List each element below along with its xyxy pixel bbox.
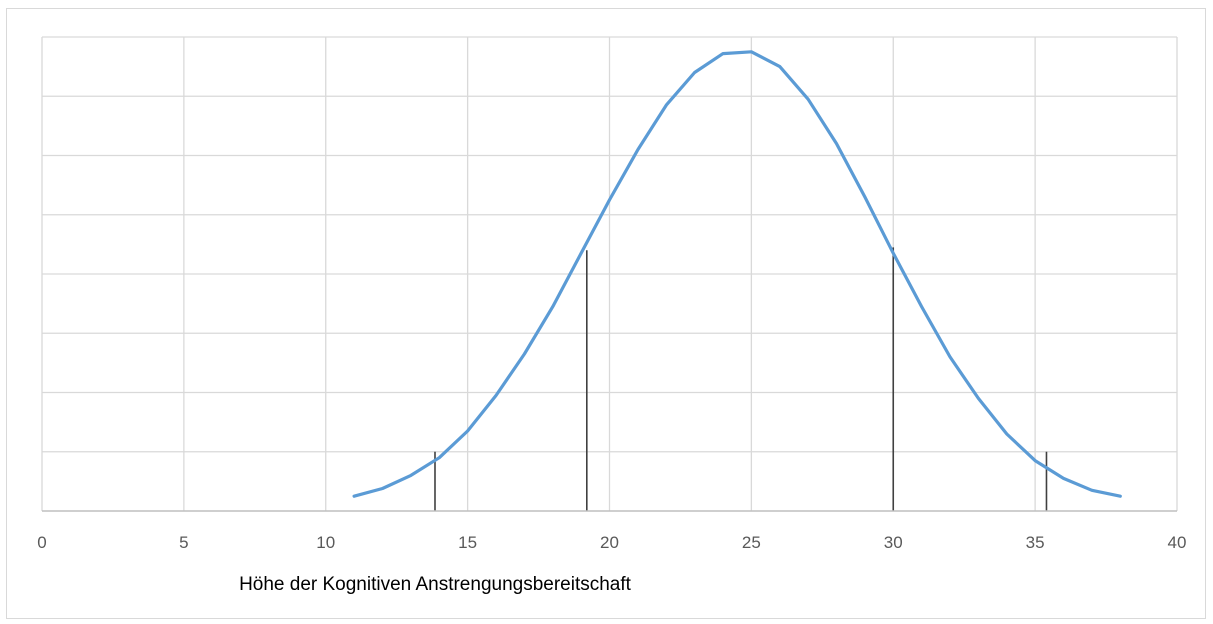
vertical-markers	[434, 247, 1048, 511]
series-layer	[352, 50, 1122, 498]
x-tick-label: 10	[316, 533, 335, 552]
x-tick-label: 5	[179, 533, 188, 552]
x-tick-label: 30	[884, 533, 903, 552]
x-tick-label: 15	[458, 533, 477, 552]
gridlines	[41, 36, 1178, 511]
x-tick-label: 0	[37, 533, 46, 552]
x-tick-label: 25	[742, 533, 761, 552]
line-chart: 0 5 10 15 20 25 30 35 40 Höhe der Kognitiven Ans…	[37, 36, 1186, 595]
chart-area: 0 5 10 15 20 25 30 35 40 Höhe der Kognitiven Ans…	[6, 8, 1206, 619]
series-line	[352, 50, 1122, 498]
x-tick-labels: 0 5 10 15 20 25 30 35 40	[37, 533, 1186, 552]
x-tick-label: 20	[600, 533, 619, 552]
x-tick-label: 35	[1026, 533, 1045, 552]
x-axis-title: Höhe der Kognitiven Anstrengungsbereitsc…	[239, 574, 632, 595]
x-tick-label: 40	[1168, 533, 1187, 552]
